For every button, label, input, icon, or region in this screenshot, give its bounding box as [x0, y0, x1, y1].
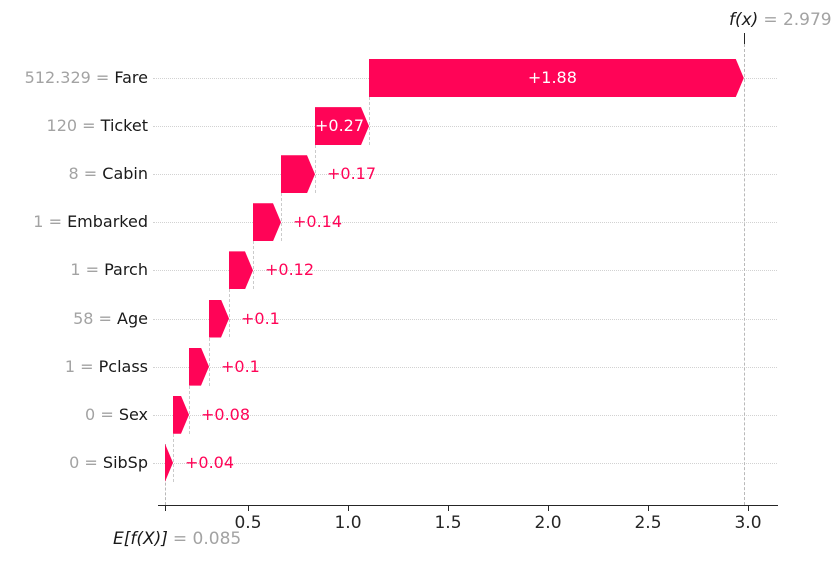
- feature-value: 1 =: [64, 356, 99, 376]
- row-label: 0 = SibSp: [0, 452, 148, 474]
- feature-value: 0 =: [69, 452, 103, 472]
- feature-value: 120 =: [46, 116, 101, 136]
- row-grid-line: [153, 222, 777, 224]
- x-tick-label: 1.5: [434, 513, 462, 533]
- row-label: 120 = Ticket: [0, 115, 148, 137]
- contribution-bar: [173, 396, 189, 434]
- waterfall-connector-line: [209, 337, 210, 386]
- contribution-value: +0.04: [185, 452, 235, 472]
- x-tick: [548, 506, 549, 511]
- x-tick: [748, 506, 749, 511]
- contribution-value: +0.08: [201, 404, 251, 424]
- x-tick-label: 0.5: [234, 513, 262, 533]
- x-tick-label: 3.0: [734, 513, 762, 533]
- x-tick-label: 2.0: [534, 513, 562, 533]
- row-grid-line: [153, 462, 777, 464]
- row-label: 8 = Cabin: [0, 163, 148, 185]
- feature-value: 1 =: [33, 212, 68, 232]
- efx-annotation: E[f(X)] = 0.085: [113, 529, 241, 549]
- row-grid-line: [153, 126, 777, 128]
- contribution-value: +0.27: [315, 116, 365, 136]
- row-label: 58 = Age: [0, 308, 148, 330]
- contribution-bar: [189, 348, 209, 386]
- contribution-bar: [315, 107, 369, 145]
- feature-value: 8 =: [68, 164, 103, 184]
- efx-value: = 0.085: [172, 529, 242, 549]
- waterfall-connector-line: [173, 433, 174, 482]
- row-grid-line: [153, 318, 777, 320]
- waterfall-connector-line: [315, 145, 316, 194]
- waterfall-connector-line: [253, 241, 254, 290]
- row-label: 1 = Pclass: [0, 356, 148, 378]
- contribution-value: +1.88: [527, 68, 577, 87]
- feature-value: 1 =: [70, 260, 105, 280]
- row-grid-line: [153, 174, 777, 176]
- feature-name: SibSp: [102, 452, 148, 472]
- row-label: 1 = Embarked: [0, 211, 148, 233]
- contribution-value: +0.1: [241, 308, 280, 328]
- contribution-bar: [165, 444, 173, 482]
- waterfall-connector-line: [281, 193, 282, 242]
- contribution-value: +0.12: [265, 260, 315, 280]
- x-tick-label: 1.0: [334, 513, 362, 533]
- waterfall-connector-line: [189, 385, 190, 434]
- feature-value: 0 =: [85, 404, 119, 424]
- contribution-value: +0.17: [327, 164, 377, 184]
- feature-value: 58 =: [73, 308, 118, 328]
- contribution-value: +0.1: [221, 356, 260, 376]
- contribution-bar: [253, 203, 281, 241]
- row-label: 1 = Parch: [0, 259, 148, 281]
- x-tick-base: [165, 506, 166, 511]
- row-grid-line: [153, 366, 777, 368]
- row-grid-line: [153, 414, 777, 416]
- contribution-bar: [229, 251, 253, 289]
- feature-value: 512.329 =: [24, 68, 115, 87]
- x-tick: [348, 506, 349, 511]
- contribution-value: +0.14: [293, 212, 343, 232]
- contribution-bar: [281, 155, 315, 193]
- fx-guide-line: [743, 44, 745, 505]
- feature-name: Fare: [114, 68, 148, 87]
- fx-label: f(x): [729, 10, 759, 30]
- contribution-bar: [209, 300, 229, 338]
- feature-name: Cabin: [102, 164, 148, 184]
- x-tick: [248, 506, 249, 511]
- x-axis-line: [158, 505, 778, 506]
- waterfall-connector-line: [229, 289, 230, 338]
- feature-name: Embarked: [67, 212, 148, 232]
- row-label: 0 = Sex: [0, 404, 148, 426]
- feature-name: Sex: [118, 404, 148, 424]
- fx-top-tick: [743, 33, 745, 44]
- row-grid-line: [153, 270, 777, 272]
- feature-name: Parch: [104, 260, 148, 280]
- x-tick: [448, 506, 449, 511]
- feature-name: Pclass: [98, 356, 148, 376]
- x-tick: [648, 506, 649, 511]
- waterfall-connector-line: [369, 97, 370, 146]
- row-label: 512.329 = Fare: [0, 67, 148, 89]
- efx-label: E[f(X)]: [113, 529, 168, 549]
- contribution-bar: [369, 59, 744, 97]
- feature-name: Age: [117, 308, 148, 328]
- fx-value: = 2.979: [763, 10, 832, 30]
- x-tick-label: 2.5: [634, 513, 662, 533]
- feature-name: Ticket: [100, 116, 148, 136]
- fx-annotation: f(x) = 2.979: [729, 10, 832, 30]
